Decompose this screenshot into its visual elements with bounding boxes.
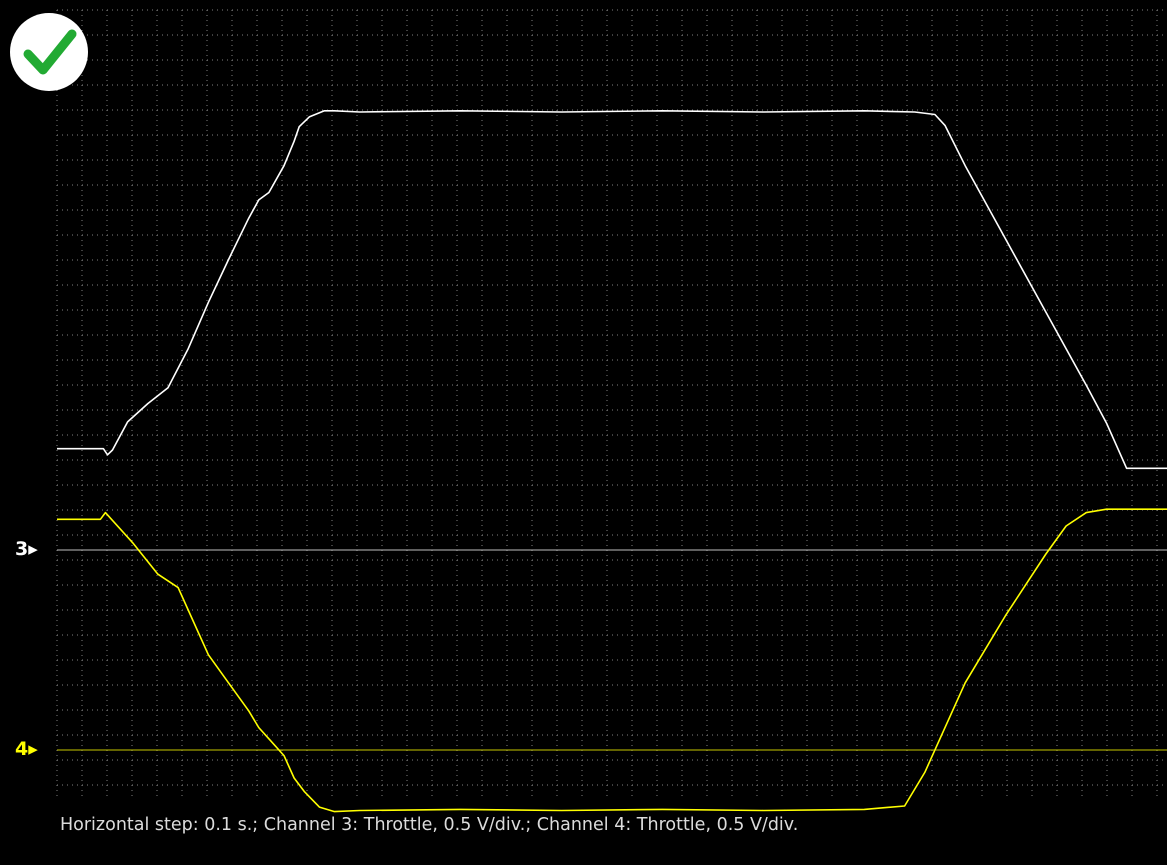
channel-3-arrow-icon: ▸	[28, 538, 38, 560]
channel-4-label: 4	[15, 738, 29, 760]
grid	[56, 9, 1167, 800]
channel-3-label: 3	[15, 538, 29, 560]
channel-4-arrow-icon: ▸	[28, 738, 38, 760]
channel-3-trace	[57, 110, 1167, 470]
channel-3-marker[interactable]: 3▸	[15, 540, 38, 559]
scope-caption: Horizontal step: 0.1 s.; Channel 3: Thro…	[60, 815, 799, 835]
checkmark-icon	[23, 29, 77, 75]
status-ok-badge	[10, 13, 88, 91]
channel-4-marker[interactable]: 4▸	[15, 740, 38, 759]
channel-4-trace	[57, 508, 1167, 813]
